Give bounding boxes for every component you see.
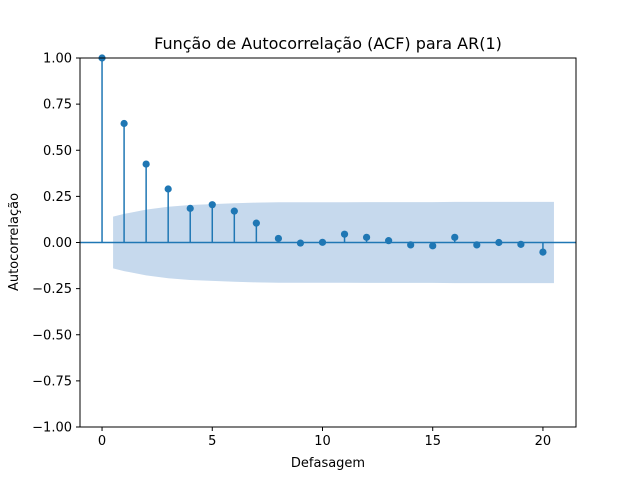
x-tick-label-0: 0 (98, 434, 106, 449)
y-tick-label-1: −0.75 (32, 374, 72, 389)
x-tick-label-5: 5 (208, 434, 216, 449)
x-axis-label: Defasagem (291, 456, 365, 471)
marker-lag-7 (252, 219, 260, 227)
x-tick-label-15: 15 (424, 434, 441, 449)
y-tick-label-3: −0.25 (32, 282, 72, 297)
marker-lag-14 (407, 241, 415, 249)
marker-lag-4 (186, 204, 194, 212)
axes-layer: 0 5 10 15 20 −1.00 −0.75 −0.50 −0.25 0.00 0.25 0.50… (32, 52, 577, 449)
marker-lag-11 (340, 230, 349, 238)
y-tick-label-4: 0.00 (43, 236, 72, 251)
y-tick-label-7: 0.75 (43, 98, 72, 113)
marker-lag-10 (318, 238, 327, 246)
marker-lag-9 (296, 239, 305, 247)
marker-lag-18 (495, 238, 503, 247)
marker-lag-1 (120, 119, 128, 128)
y-tick-label-8: 1.00 (43, 52, 72, 67)
marker-lag-16 (451, 233, 459, 241)
x-tick-label-20: 20 (535, 434, 552, 449)
marker-lag-19 (517, 240, 525, 248)
marker-lag-12 (362, 233, 371, 241)
marker-lag-5 (208, 201, 216, 209)
marker-lag-3 (164, 185, 172, 193)
marker-lag-15 (429, 242, 437, 250)
stem-layer (80, 54, 576, 256)
marker-lag-13 (385, 237, 393, 245)
x-tick-label-10: 10 (314, 434, 331, 449)
y-axis-label: Autocorrelação (7, 193, 22, 291)
y-tick-label-2: −0.50 (32, 328, 72, 343)
marker-lag-17 (473, 241, 481, 249)
marker-lag-2 (142, 160, 150, 168)
y-tick-label-6: 0.50 (43, 144, 72, 159)
marker-lag-8 (274, 234, 282, 243)
marker-lag-20 (539, 248, 547, 256)
y-tick-label-5: 0.25 (43, 190, 72, 205)
chart-title: Função de Autocorrelação (ACF) para AR(1… (154, 34, 502, 53)
y-tick-label-0: −1.00 (32, 421, 72, 436)
marker-lag-6 (230, 207, 238, 215)
